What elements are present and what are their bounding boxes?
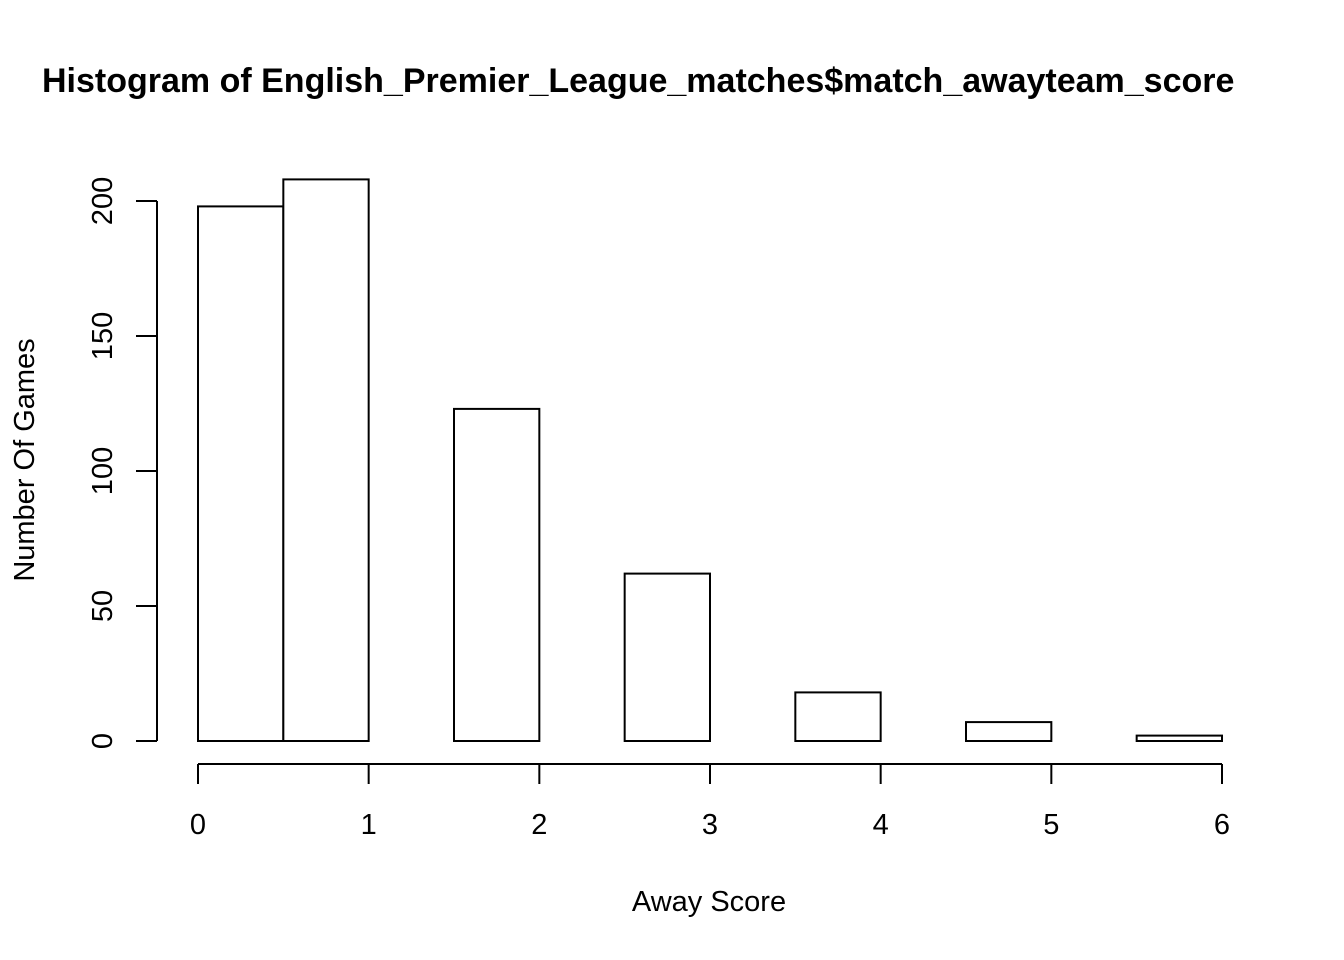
y-axis-label: Number Of Games (9, 338, 41, 581)
y-tick-label-4: 200 (87, 177, 119, 225)
x-tick-label-4: 4 (873, 809, 889, 841)
histogram-bar-9 (965, 721, 1053, 742)
histogram-bar-11 (1135, 734, 1223, 742)
histogram-bar-7 (794, 691, 882, 743)
histogram-bar-1 (282, 178, 370, 742)
y-tick-label-1: 50 (87, 590, 119, 622)
histogram-bar-0 (197, 205, 285, 742)
chart-title: Histogram of English_Premier_League_matc… (42, 62, 1234, 100)
x-tick-label-2: 2 (531, 809, 547, 841)
y-tick-label-3: 150 (87, 312, 119, 360)
histogram-bar-5 (623, 572, 712, 742)
x-axis-label: Away Score (632, 886, 786, 918)
histogram-bar-3 (453, 407, 541, 742)
y-axis: 0 50 100 150 200 (87, 177, 158, 749)
x-tick-label-5: 5 (1043, 809, 1059, 841)
x-axis: 0 1 2 3 4 5 6 (190, 763, 1230, 841)
x-tick-label-3: 3 (702, 809, 718, 841)
bars-group (197, 178, 1223, 743)
y-tick-label-0: 0 (87, 733, 119, 749)
x-tick-label-6: 6 (1214, 809, 1230, 841)
y-tick-label-2: 100 (87, 447, 119, 495)
x-tick-label-1: 1 (361, 809, 377, 841)
x-tick-label-0: 0 (190, 809, 206, 841)
